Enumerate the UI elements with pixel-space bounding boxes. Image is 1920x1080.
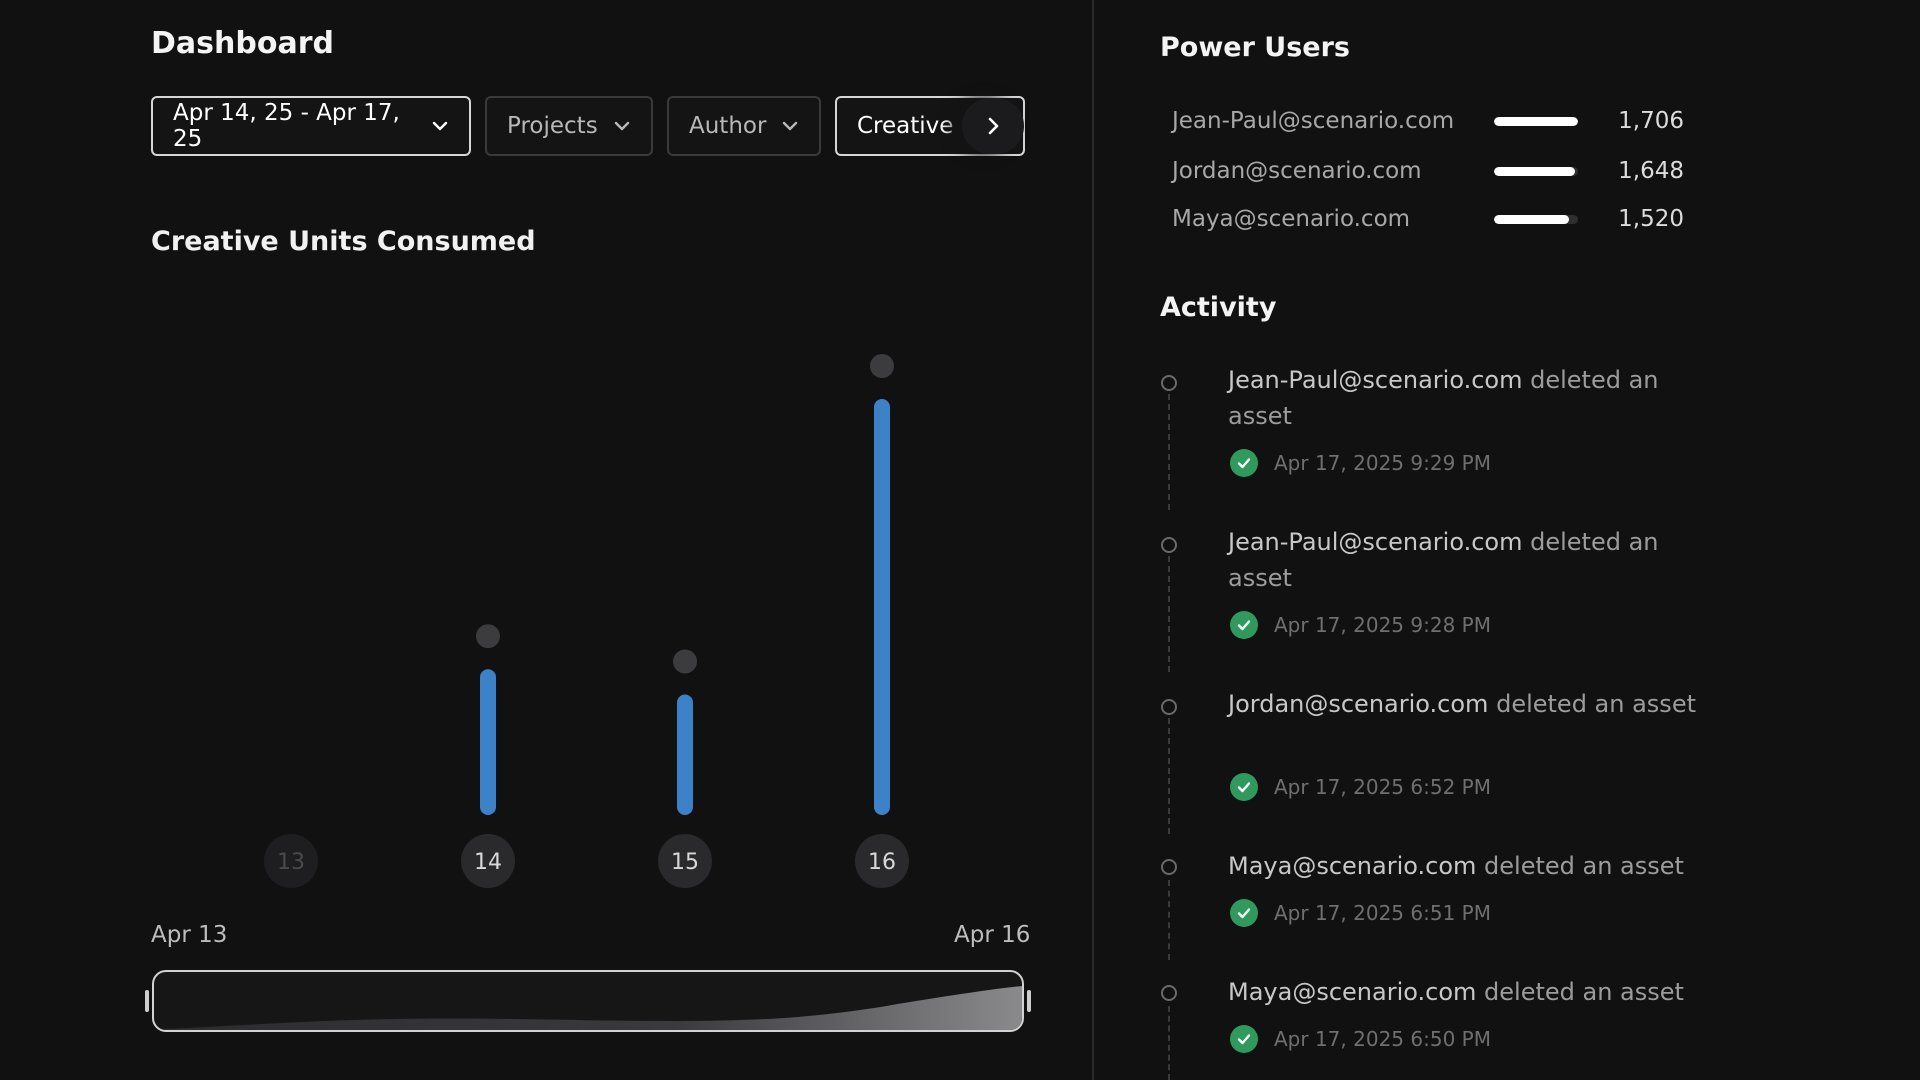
activity-action: deleted an asset xyxy=(1228,528,1659,592)
panel-divider xyxy=(1092,0,1094,1080)
activity-action: deleted an asset xyxy=(1484,852,1684,880)
power-user-email: Maya@scenario.com xyxy=(1172,206,1411,232)
x-tick-badge xyxy=(855,834,909,888)
activity-timestamp-row: Apr 17, 2025 6:52 PM xyxy=(1230,772,1491,802)
power-user-bar-fill xyxy=(1494,116,1578,126)
check-circle-icon xyxy=(1230,773,1258,801)
activity-time: Apr 17, 2025 9:28 PM xyxy=(1274,613,1491,637)
author-select[interactable]: Author xyxy=(667,96,821,156)
activity-user[interactable]: Maya@scenario.com xyxy=(1228,852,1477,880)
activity-time: Apr 17, 2025 6:50 PM xyxy=(1274,1027,1491,1051)
activity-timestamp-row: Apr 17, 2025 6:51 PM xyxy=(1230,898,1491,928)
chevron-right-icon xyxy=(988,117,999,135)
check-circle-icon xyxy=(1230,899,1258,927)
activity-user[interactable]: Jordan@scenario.com xyxy=(1228,690,1489,718)
power-user-email: Jordan@scenario.com xyxy=(1172,158,1422,184)
power-user-bar xyxy=(1494,166,1578,176)
power-user-email: Jean-Paul@scenario.com xyxy=(1172,108,1455,134)
power-user-row: Maya@scenario.com 1,520 xyxy=(1172,201,1692,237)
timeline-dot xyxy=(1161,859,1177,875)
power-user-bar xyxy=(1494,116,1578,126)
chevron-down-icon xyxy=(614,121,630,131)
creative-label: Creative xyxy=(857,113,954,139)
power-user-bar-fill xyxy=(1494,214,1569,224)
x-tick-label: 16 xyxy=(868,850,896,875)
x-tick-label: 13 xyxy=(277,850,305,875)
activity-title: Activity xyxy=(1160,292,1277,323)
x-tick-badge xyxy=(461,834,515,888)
chart-title: Creative Units Consumed xyxy=(151,226,536,257)
range-start-label: Apr 13 xyxy=(151,922,228,948)
date-range-select[interactable]: Apr 14, 25 - Apr 17, 25 xyxy=(151,96,471,156)
page-title: Dashboard xyxy=(151,26,334,61)
activity-action: deleted an asset xyxy=(1484,978,1684,1006)
power-user-bar-fill xyxy=(1494,166,1576,176)
check-circle-icon xyxy=(1230,611,1258,639)
timeline-connector xyxy=(1168,1006,1170,1080)
power-user-bar xyxy=(1494,214,1578,224)
timeline-connector xyxy=(1168,880,1170,960)
power-user-row: Jordan@scenario.com 1,648 xyxy=(1172,153,1692,189)
check-circle-icon xyxy=(1230,1025,1258,1053)
filter-bar: Apr 14, 25 - Apr 17, 25 Projects Author … xyxy=(151,96,1025,156)
activity-item: Maya@scenario.com deleted an asset xyxy=(1228,974,1698,1010)
range-end-handle[interactable] xyxy=(1027,990,1031,1012)
timeline-dot xyxy=(1161,985,1177,1001)
projects-select[interactable]: Projects xyxy=(485,96,653,156)
chart-bar-marker xyxy=(673,649,697,674)
chart-bar-marker xyxy=(476,624,500,649)
activity-item: Jean-Paul@scenario.com deleted an asset xyxy=(1228,362,1698,434)
activity-action: deleted an asset xyxy=(1496,690,1696,718)
activity-time: Apr 17, 2025 9:29 PM xyxy=(1274,451,1491,475)
x-tick-badge xyxy=(264,834,318,888)
projects-label: Projects xyxy=(507,113,598,139)
chevron-down-icon xyxy=(432,121,448,131)
x-tick-label: 15 xyxy=(671,850,699,875)
power-users-title: Power Users xyxy=(1160,32,1351,63)
timeline-dot xyxy=(1161,537,1177,553)
date-range-label: Apr 14, 25 - Apr 17, 25 xyxy=(173,100,400,152)
activity-action: deleted an asset xyxy=(1228,366,1659,430)
activity-user[interactable]: Jean-Paul@scenario.com xyxy=(1228,528,1523,556)
activity-item: Jean-Paul@scenario.com deleted an asset xyxy=(1228,524,1698,596)
timeline-connector xyxy=(1168,556,1170,672)
range-end-label: Apr 16 xyxy=(954,922,1031,948)
date-range-scrubber[interactable] xyxy=(152,970,1024,1032)
power-user-value: 1,706 xyxy=(1618,108,1684,134)
creative-units-chart: 13 14 15 16 xyxy=(264,353,909,888)
timeline-connector xyxy=(1168,394,1170,510)
chevron-down-icon xyxy=(782,121,798,131)
range-overview-area xyxy=(154,986,1022,1030)
timeline-connector xyxy=(1168,718,1170,834)
activity-timestamp-row: Apr 17, 2025 6:50 PM xyxy=(1230,1024,1491,1054)
dashboard-panel: Dashboard Apr 14, 25 - Apr 17, 25 Projec… xyxy=(145,26,1031,1032)
activity-user[interactable]: Jean-Paul@scenario.com xyxy=(1228,366,1523,394)
activity-timestamp-row: Apr 17, 2025 9:28 PM xyxy=(1230,610,1491,640)
activity-time: Apr 17, 2025 6:51 PM xyxy=(1274,901,1491,925)
x-tick-label: 14 xyxy=(474,850,502,875)
power-user-row: Jean-Paul@scenario.com 1,706 xyxy=(1172,103,1692,139)
scroll-filters-right-button[interactable] xyxy=(962,98,1024,154)
activity-item: Jordan@scenario.com deleted an asset xyxy=(1228,686,1698,722)
timeline-dot xyxy=(1161,699,1177,715)
activity-item: Maya@scenario.com deleted an asset xyxy=(1228,848,1698,884)
power-user-value: 1,520 xyxy=(1618,206,1684,232)
activity-time: Apr 17, 2025 6:52 PM xyxy=(1274,775,1491,799)
power-user-value: 1,648 xyxy=(1618,158,1684,184)
author-label: Author xyxy=(689,113,767,139)
activity-user[interactable]: Maya@scenario.com xyxy=(1228,978,1477,1006)
activity-timestamp-row: Apr 17, 2025 9:29 PM xyxy=(1230,448,1491,478)
timeline-dot xyxy=(1161,375,1177,391)
chart-bar-marker xyxy=(870,353,894,378)
range-start-handle[interactable] xyxy=(145,990,149,1012)
check-circle-icon xyxy=(1230,449,1258,477)
x-tick-badge xyxy=(658,834,712,888)
